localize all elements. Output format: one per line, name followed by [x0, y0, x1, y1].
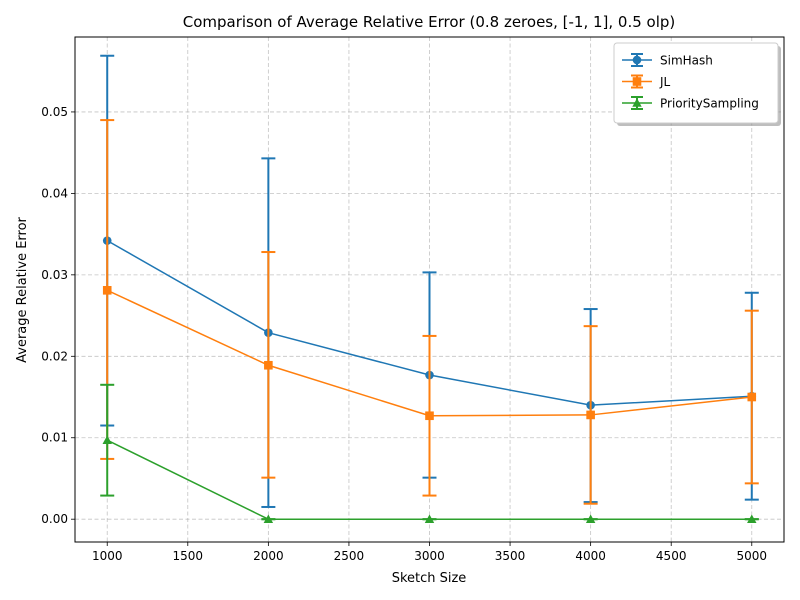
- data-point: [586, 410, 595, 420]
- chart-title: Comparison of Average Relative Error (0.…: [183, 13, 676, 31]
- x-tick-label: 1000: [92, 549, 123, 563]
- x-tick-label: 2500: [334, 549, 365, 563]
- axes: 1000 1500 2000 2500 3000 3500 4000 4500 5000 0.00…: [41, 105, 767, 563]
- data-point: [102, 286, 112, 295]
- legend-marker: [632, 55, 642, 65]
- y-tick-label: 0.04: [41, 186, 68, 200]
- x-tick-label: 2000: [253, 549, 284, 563]
- y-tick-label: 0.05: [41, 105, 68, 119]
- data-point: [263, 514, 274, 523]
- x-tick-label: 4500: [656, 549, 687, 563]
- legend-label: SimHash: [660, 54, 713, 68]
- y-tick-label: 0.02: [41, 349, 68, 363]
- legend: SimHash JL PrioritySampling: [613, 42, 781, 126]
- data-point: [747, 392, 757, 402]
- legend-label: PrioritySampling: [660, 97, 759, 111]
- data-point: [264, 360, 273, 370]
- data-point: [102, 435, 112, 444]
- x-tick-label: 3500: [495, 549, 526, 563]
- y-axis-label: Average Relative Error: [15, 216, 30, 362]
- x-axis-label: Sketch Size: [392, 571, 467, 586]
- y-tick-label: 0.00: [41, 512, 68, 526]
- x-tick-label: 4000: [575, 549, 606, 563]
- x-tick-label: 1500: [173, 549, 204, 563]
- legend-label: JL: [659, 75, 671, 89]
- series-layer: [100, 54, 759, 523]
- series-prioritysampling: [100, 383, 759, 523]
- x-tick-label: 3000: [414, 549, 445, 563]
- data-point: [747, 514, 757, 523]
- data-point: [585, 514, 596, 523]
- y-tick-label: 0.03: [41, 268, 68, 282]
- x-tick-label: 5000: [736, 549, 767, 563]
- data-point: [424, 514, 435, 523]
- y-tick-label: 0.01: [41, 431, 68, 445]
- legend-marker: [632, 98, 642, 107]
- legend-box: [613, 42, 779, 124]
- legend-marker: [632, 77, 642, 86]
- data-point: [425, 411, 434, 421]
